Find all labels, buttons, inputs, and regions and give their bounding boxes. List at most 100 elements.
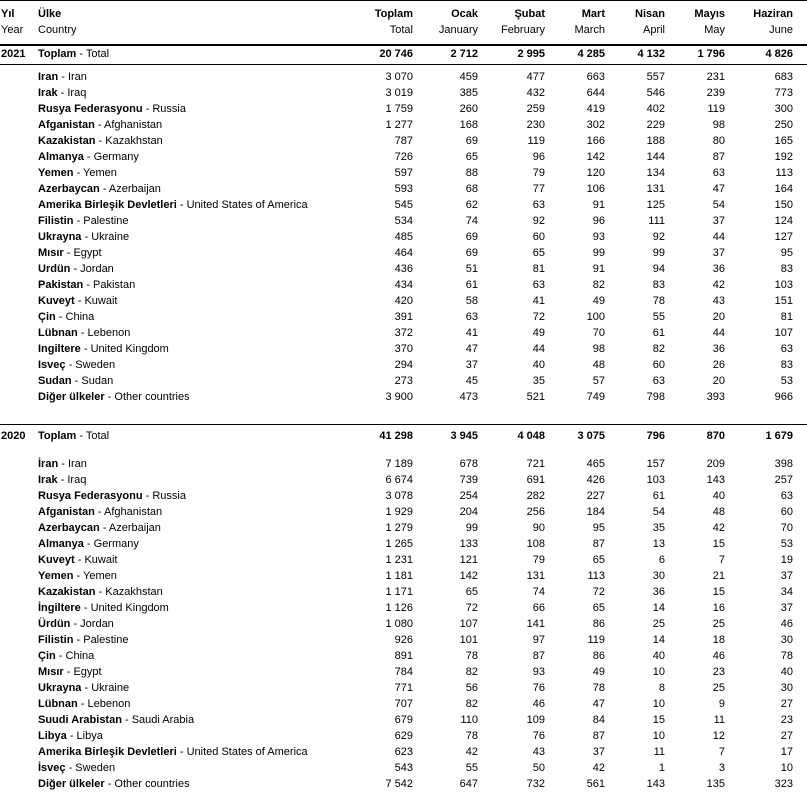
country-cell: Isveç - Sweden bbox=[38, 357, 345, 373]
col-header-total-tr: Toplam bbox=[374, 8, 413, 20]
value-cell: 796 bbox=[605, 424, 665, 444]
row-end-spacer bbox=[793, 760, 807, 776]
col-header-march-en: March bbox=[574, 24, 605, 36]
country-cell: Ukrayna - Ukraine bbox=[38, 229, 345, 245]
country-name-turkish: Ukrayna bbox=[38, 682, 82, 694]
row-end-spacer bbox=[793, 488, 807, 504]
country-row: İsveç - Sweden 543 55 50 42 1 3 10 bbox=[0, 760, 807, 776]
country-name-english: - Palestine bbox=[73, 215, 129, 227]
country-row: Almanya - Germany 1 265 133 108 87 13 15 53 bbox=[0, 536, 807, 552]
year-cell bbox=[0, 261, 38, 277]
value-cell: 141 bbox=[526, 618, 545, 630]
value-cell: 49 bbox=[592, 666, 605, 678]
value-cell: 42 bbox=[712, 279, 725, 291]
value-cell: 96 bbox=[592, 215, 605, 227]
country-name-turkish: Yemen bbox=[38, 570, 74, 582]
value-cell: 79 bbox=[532, 167, 545, 179]
value-cell: 188 bbox=[646, 135, 665, 147]
country-row: Irak - Iraq 3 019 385 432 644 546 239 773 bbox=[0, 85, 807, 101]
value-cell: 436 bbox=[394, 263, 413, 275]
col-header-february-en: February bbox=[500, 24, 545, 36]
after-total-gap bbox=[0, 444, 807, 456]
col-header-may-tr: Mayıs bbox=[694, 8, 725, 20]
country-name-english: - Lebenon bbox=[77, 327, 131, 339]
country-cell: Mısır - Egypt bbox=[38, 664, 345, 680]
country-name-english: - Germany bbox=[83, 151, 139, 163]
country-name-turkish: Afganistan bbox=[38, 119, 95, 131]
value-cell: 37 bbox=[712, 247, 725, 259]
country-name-english: - United States of America bbox=[176, 199, 308, 211]
value-cell: 47 bbox=[592, 698, 605, 710]
value-cell: 27 bbox=[780, 730, 793, 742]
value-cell: 47 bbox=[712, 183, 725, 195]
total-label-english: - Total bbox=[76, 48, 110, 60]
country-row: Sudan - Sudan 273 45 35 57 63 20 53 bbox=[0, 373, 807, 389]
value-cell: 204 bbox=[459, 506, 478, 518]
value-cell: 82 bbox=[465, 698, 478, 710]
value-cell: 891 bbox=[394, 650, 413, 662]
value-cell: 150 bbox=[774, 199, 793, 211]
country-row: Suudi Arabistan - Saudi Arabia 679 110 109 8… bbox=[0, 712, 807, 728]
value-cell: 87 bbox=[532, 650, 545, 662]
country-cell: Afganistan - Afghanistan bbox=[38, 504, 345, 520]
value-cell: 36 bbox=[712, 343, 725, 355]
country-cell: Ukrayna - Ukraine bbox=[38, 680, 345, 696]
year-label: 2021 bbox=[1, 48, 26, 60]
value-cell: 4 826 bbox=[725, 45, 793, 65]
value-cell: 256 bbox=[526, 506, 545, 518]
value-cell: 11 bbox=[713, 714, 725, 726]
country-name-english: - Russia bbox=[142, 103, 186, 115]
value-cell: 78 bbox=[465, 650, 478, 662]
country-name-english: - Lebenon bbox=[77, 698, 131, 710]
value-cell: 7 bbox=[718, 554, 725, 566]
value-cell: 623 bbox=[394, 746, 413, 758]
value-cell: 48 bbox=[592, 359, 605, 371]
value-cell: 44 bbox=[712, 231, 725, 243]
value-cell: 370 bbox=[394, 343, 413, 355]
value-cell: 3 900 bbox=[385, 391, 413, 403]
value-cell: 10 bbox=[652, 666, 665, 678]
value-cell: 41 bbox=[532, 295, 545, 307]
row-end-spacer bbox=[793, 117, 807, 133]
country-name-english: - Yemen bbox=[73, 167, 117, 179]
value-cell: 300 bbox=[774, 103, 793, 115]
country-name-turkish: Irak bbox=[38, 87, 58, 99]
value-cell: 798 bbox=[646, 391, 665, 403]
country-name-turkish: Çin bbox=[38, 311, 56, 323]
value-cell: 3 019 bbox=[385, 87, 413, 99]
row-end-spacer bbox=[793, 472, 807, 488]
value-cell: 37 bbox=[780, 602, 793, 614]
value-cell: 4 048 bbox=[478, 424, 545, 444]
value-cell: 127 bbox=[774, 231, 793, 243]
value-cell: 34 bbox=[780, 586, 793, 598]
country-name-english: - Ukraine bbox=[81, 682, 130, 694]
country-name-turkish: Ürdün bbox=[38, 618, 71, 630]
year-cell bbox=[0, 117, 38, 133]
value-cell: 12 bbox=[712, 730, 725, 742]
year-cell bbox=[0, 504, 38, 520]
value-cell: 133 bbox=[459, 538, 478, 550]
country-row: Yemen - Yemen 597 88 79 120 134 63 113 bbox=[0, 165, 807, 181]
value-cell: 15 bbox=[652, 714, 665, 726]
value-cell: 30 bbox=[780, 682, 793, 694]
country-row: Isveç - Sweden 294 37 40 48 60 26 83 bbox=[0, 357, 807, 373]
value-cell: 125 bbox=[646, 199, 665, 211]
value-cell: 27 bbox=[780, 698, 793, 710]
col-header-june-tr: Haziran bbox=[753, 8, 793, 20]
row-end-spacer bbox=[793, 632, 807, 648]
country-name-turkish: Yemen bbox=[38, 167, 74, 179]
value-cell: 7 542 bbox=[385, 778, 413, 790]
country-name-english: - Sudan bbox=[71, 375, 114, 387]
value-cell: 1 231 bbox=[385, 554, 413, 566]
value-cell: 82 bbox=[592, 279, 605, 291]
value-cell: 61 bbox=[465, 279, 478, 291]
country-name-english: - Kuwait bbox=[74, 554, 118, 566]
value-cell: 72 bbox=[465, 602, 478, 614]
country-name-english: - Afghanistan bbox=[94, 119, 163, 131]
country-name-english: - Germany bbox=[83, 538, 139, 550]
country-name-turkish: Çin bbox=[38, 650, 56, 662]
value-cell: 19 bbox=[780, 554, 793, 566]
value-cell: 120 bbox=[586, 167, 605, 179]
year-cell bbox=[0, 341, 38, 357]
value-cell: 44 bbox=[712, 327, 725, 339]
